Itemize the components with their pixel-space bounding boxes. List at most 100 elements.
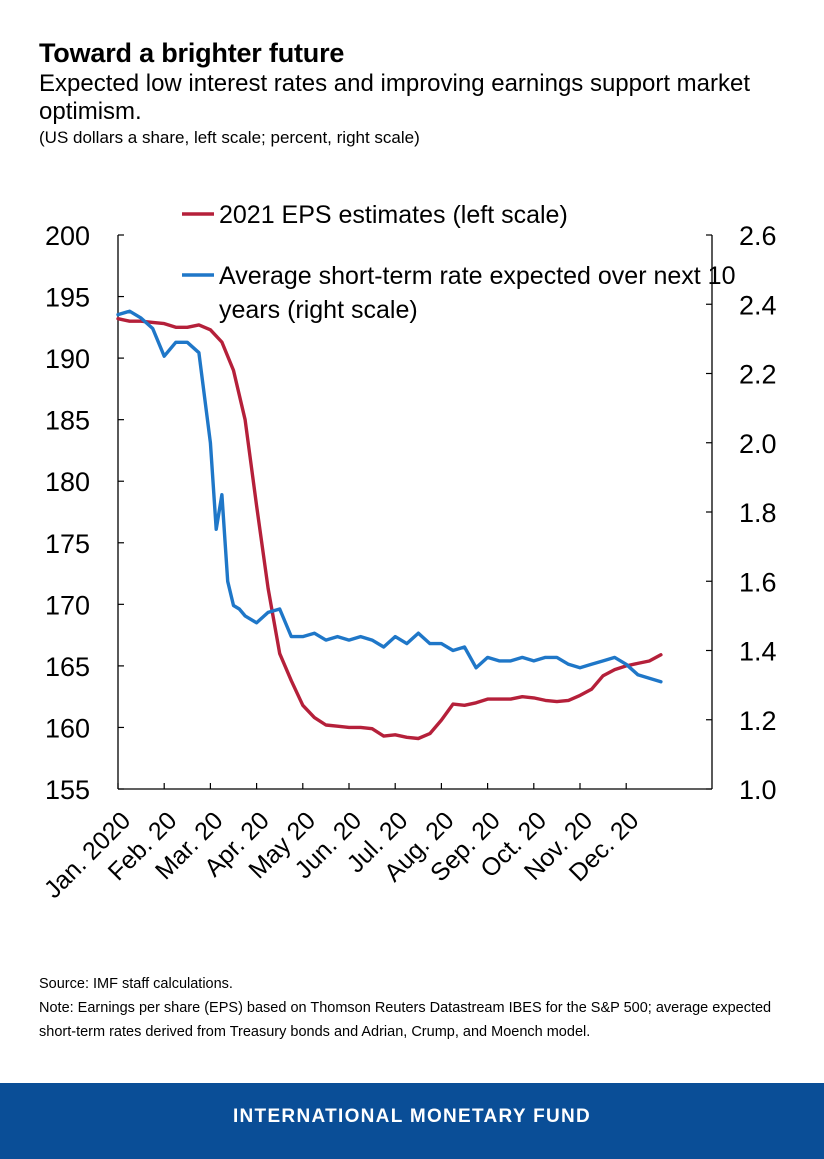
data-point-rate bbox=[394, 635, 397, 638]
data-point-rate bbox=[590, 663, 593, 666]
data-point-eps bbox=[347, 726, 351, 729]
footer-bar: INTERNATIONAL MONETARY FUND bbox=[0, 1083, 824, 1159]
right-tick-label: 1.8 bbox=[739, 498, 777, 528]
data-point-rate bbox=[613, 656, 616, 659]
data-point-rate bbox=[544, 656, 547, 659]
chart-title: Toward a brighter future bbox=[39, 38, 345, 68]
data-point-eps bbox=[440, 718, 443, 722]
left-tick-label: 160 bbox=[45, 713, 90, 743]
data-point-rate bbox=[197, 351, 201, 354]
data-point-rate bbox=[232, 604, 235, 607]
data-point-eps bbox=[174, 326, 177, 329]
data-point-eps bbox=[163, 322, 166, 325]
left-tick-label: 155 bbox=[45, 775, 90, 805]
data-point-rate bbox=[509, 659, 512, 663]
legend-label-rate: Average short-term rate expected over ne… bbox=[219, 262, 735, 324]
data-point-rate bbox=[497, 659, 501, 663]
left-tick-label: 190 bbox=[45, 344, 90, 374]
chart-notes: Source: IMF staff calculations. Note: Ea… bbox=[39, 972, 799, 1044]
data-point-rate bbox=[301, 635, 304, 638]
data-point-eps bbox=[659, 653, 663, 657]
data-point-eps bbox=[382, 734, 385, 738]
data-point-rate bbox=[163, 354, 166, 358]
data-point-rate bbox=[636, 673, 639, 676]
data-point-eps bbox=[266, 587, 270, 590]
data-point-rate bbox=[521, 656, 524, 659]
data-point-rate bbox=[601, 659, 605, 663]
left-tick-label: 165 bbox=[45, 652, 90, 682]
chart-units: (US dollars a share, left scale; percent… bbox=[39, 128, 420, 147]
data-point-rate bbox=[290, 635, 293, 638]
data-point-eps bbox=[313, 716, 316, 719]
line-chart: 155 160 165 170 175 180 185 190 195 200 1.0 1.2 1.4 1… bbox=[39, 201, 777, 904]
data-point-rate bbox=[255, 621, 258, 624]
data-point-eps bbox=[197, 323, 201, 327]
data-point-rate bbox=[226, 580, 229, 583]
data-point-rate bbox=[151, 327, 154, 330]
right-tick-label: 1.2 bbox=[739, 706, 777, 736]
left-tick-label: 180 bbox=[45, 467, 90, 497]
data-point-eps bbox=[636, 662, 639, 665]
data-point-eps bbox=[290, 679, 293, 682]
data-point-rate bbox=[463, 645, 466, 649]
data-point-rate bbox=[220, 493, 224, 496]
data-point-eps bbox=[359, 726, 362, 729]
data-point-rate bbox=[238, 607, 241, 611]
data-point-eps bbox=[151, 321, 154, 324]
right-tick-label: 1.4 bbox=[739, 637, 777, 667]
data-point-eps bbox=[590, 688, 593, 691]
data-point-rate bbox=[324, 638, 328, 642]
data-point-rate bbox=[128, 309, 131, 313]
data-point-rate bbox=[440, 642, 443, 645]
data-point-eps bbox=[474, 701, 478, 705]
right-tick-label: 2.6 bbox=[739, 221, 777, 251]
data-point-rate bbox=[405, 642, 408, 645]
data-point-rate bbox=[139, 316, 143, 320]
data-point-rate bbox=[474, 666, 478, 670]
data-point-rate bbox=[243, 614, 247, 618]
data-point-rate bbox=[451, 649, 455, 652]
left-tick-label: 170 bbox=[45, 590, 90, 620]
data-point-eps bbox=[324, 723, 328, 727]
data-point-eps bbox=[370, 727, 374, 730]
data-point-rate bbox=[313, 631, 316, 635]
right-tick-label: 2.4 bbox=[739, 290, 777, 320]
data-point-eps bbox=[301, 704, 304, 707]
data-point-eps bbox=[128, 319, 131, 323]
data-point-eps bbox=[186, 326, 189, 329]
data-point-eps bbox=[220, 340, 224, 344]
data-point-rate bbox=[659, 680, 663, 683]
footnote: Note: Earnings per share (EPS) based on … bbox=[39, 1000, 772, 1040]
data-point-eps bbox=[555, 700, 559, 703]
data-point-eps bbox=[394, 733, 397, 737]
data-point-rate bbox=[209, 441, 212, 444]
data-point-eps bbox=[578, 694, 582, 697]
data-point-eps bbox=[405, 736, 408, 739]
data-point-eps bbox=[648, 659, 651, 663]
data-point-rate bbox=[336, 635, 339, 638]
data-point-rate bbox=[486, 656, 489, 659]
data-point-eps bbox=[521, 695, 524, 698]
data-point-eps bbox=[567, 699, 570, 702]
data-point-rate bbox=[555, 656, 559, 659]
data-point-eps bbox=[209, 328, 212, 331]
left-tick-label: 195 bbox=[45, 283, 90, 313]
data-point-eps bbox=[544, 699, 547, 702]
org-name: INTERNATIONAL MONETARY FUND bbox=[232, 1106, 592, 1127]
data-point-eps bbox=[278, 652, 281, 655]
data-point-rate bbox=[417, 631, 420, 635]
data-point-eps bbox=[463, 704, 466, 707]
right-tick-label: 1.6 bbox=[739, 567, 777, 597]
source-note: Source: IMF staff calculations. bbox=[39, 976, 233, 992]
legend-label-eps: 2021 EPS estimates (left scale) bbox=[219, 201, 568, 229]
data-point-rate bbox=[532, 659, 535, 663]
data-point-rate bbox=[578, 666, 582, 670]
data-point-eps bbox=[509, 697, 512, 701]
series-line-rate bbox=[116, 309, 663, 684]
data-point-rate bbox=[359, 635, 362, 638]
data-point-eps bbox=[451, 702, 455, 706]
right-tick-label: 2.2 bbox=[739, 360, 777, 390]
data-point-eps bbox=[601, 674, 605, 677]
data-point-eps bbox=[613, 668, 616, 671]
right-tick-label: 1.0 bbox=[739, 775, 777, 805]
